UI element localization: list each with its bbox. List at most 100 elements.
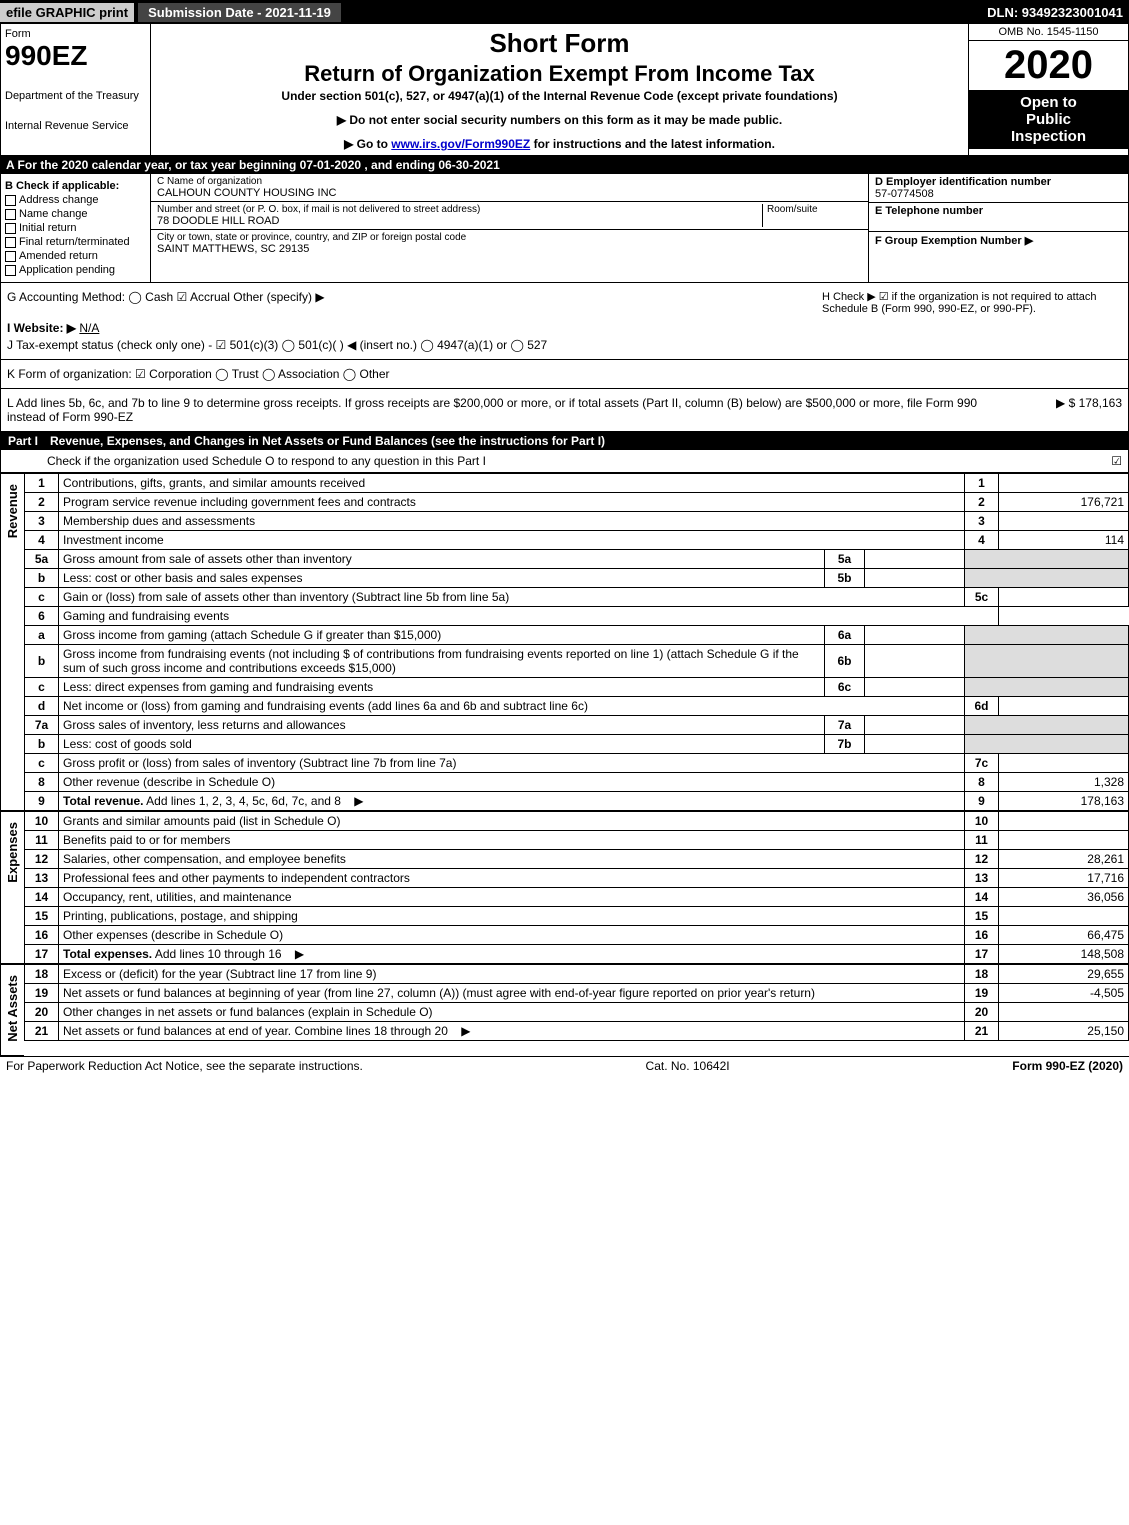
table-row: 3Membership dues and assessments3 — [25, 512, 1129, 531]
chk-amended[interactable]: Amended return — [5, 250, 146, 262]
line-desc: Membership dues and assessments — [59, 512, 965, 531]
shaded-cell — [965, 735, 1129, 754]
line-number: 5a — [25, 550, 59, 569]
amount: 28,261 — [999, 850, 1129, 869]
line-number: c — [25, 588, 59, 607]
line-number: 13 — [25, 869, 59, 888]
amount: 25,150 — [999, 1022, 1129, 1041]
expenses-section: Expenses 10Grants and similar amounts pa… — [0, 811, 1129, 964]
name-label: C Name of organization — [157, 176, 862, 187]
footer-left: For Paperwork Reduction Act Notice, see … — [6, 1059, 363, 1073]
amount — [999, 474, 1129, 493]
amount: -4,505 — [999, 984, 1129, 1003]
netassets-table: 18Excess or (deficit) for the year (Subt… — [24, 964, 1129, 1041]
table-row: 5aGross amount from sale of assets other… — [25, 550, 1129, 569]
sub-line-number: 7b — [825, 735, 865, 754]
omb-number: OMB No. 1545-1150 — [969, 24, 1128, 41]
sub-line-number: 5b — [825, 569, 865, 588]
topbar: efile GRAPHIC print Submission Date - 20… — [0, 0, 1129, 24]
table-row: 17Total expenses. Add lines 10 through 1… — [25, 945, 1129, 964]
line-number: 19 — [25, 984, 59, 1003]
table-row: bLess: cost of goods sold7b — [25, 735, 1129, 754]
table-row: 12Salaries, other compensation, and empl… — [25, 850, 1129, 869]
shaded-cell — [965, 716, 1129, 735]
line-desc: Less: cost of goods sold — [59, 735, 825, 754]
revenue-section: Revenue 1Contributions, gifts, grants, a… — [0, 473, 1129, 811]
line-desc: Gross income from gaming (attach Schedul… — [59, 626, 825, 645]
open-line1: Open to — [971, 94, 1126, 111]
line-number: 12 — [25, 850, 59, 869]
line-number: d — [25, 697, 59, 716]
right-line-number: 5c — [965, 588, 999, 607]
line-number: 1 — [25, 474, 59, 493]
table-row: 1Contributions, gifts, grants, and simil… — [25, 474, 1129, 493]
tax-period: A For the 2020 calendar year, or tax yea… — [0, 156, 1129, 174]
ein-label: D Employer identification number — [875, 176, 1122, 188]
line-desc: Gross income from fundraising events (no… — [59, 645, 825, 678]
footer-right: Form 990-EZ (2020) — [1012, 1059, 1123, 1073]
table-row: 13Professional fees and other payments t… — [25, 869, 1129, 888]
chk-address[interactable]: Address change — [5, 194, 146, 206]
website-label: I Website: ▶ — [7, 321, 76, 335]
amount: 176,721 — [999, 493, 1129, 512]
right-line-number: 12 — [965, 850, 999, 869]
line-l-block: L Add lines 5b, 6c, and 7b to line 9 to … — [0, 389, 1129, 432]
irs-link[interactable]: www.irs.gov/Form990EZ — [391, 137, 530, 151]
chk-name[interactable]: Name change — [5, 208, 146, 220]
line-number: 18 — [25, 965, 59, 984]
amount — [999, 1003, 1129, 1022]
line-number: 3 — [25, 512, 59, 531]
line-desc: Net assets or fund balances at end of ye… — [59, 1022, 965, 1041]
line-desc: Contributions, gifts, grants, and simila… — [59, 474, 965, 493]
sub-line-number: 7a — [825, 716, 865, 735]
amount: 29,655 — [999, 965, 1129, 984]
amount — [999, 831, 1129, 850]
line-desc: Other revenue (describe in Schedule O) — [59, 773, 965, 792]
sub-line-value — [865, 678, 965, 697]
ein: 57-0774508 — [875, 188, 1122, 200]
amount — [999, 812, 1129, 831]
amount: 1,328 — [999, 773, 1129, 792]
right-line-number: 7c — [965, 754, 999, 773]
efile-print-button[interactable]: efile GRAPHIC print — [0, 3, 134, 22]
header-right: OMB No. 1545-1150 2020 Open to Public In… — [968, 24, 1128, 155]
sub-line-number: 5a — [825, 550, 865, 569]
right-line-number: 13 — [965, 869, 999, 888]
amount — [999, 697, 1129, 716]
line-desc: Benefits paid to or for members — [59, 831, 965, 850]
sub-line-number: 6c — [825, 678, 865, 697]
right-line-number: 20 — [965, 1003, 999, 1022]
line-number: a — [25, 626, 59, 645]
table-row: 20Other changes in net assets or fund ba… — [25, 1003, 1129, 1022]
line-desc: Excess or (deficit) for the year (Subtra… — [59, 965, 965, 984]
line-k-block: K Form of organization: ☑ Corporation ◯ … — [0, 360, 1129, 389]
check-if-applicable: B Check if applicable: Address change Na… — [1, 174, 151, 282]
table-row: bGross income from fundraising events (n… — [25, 645, 1129, 678]
room-label: Room/suite — [767, 204, 862, 215]
line-number: c — [25, 678, 59, 697]
line-i: I Website: ▶ N/A — [7, 321, 1122, 335]
line-desc: Gaming and fundraising events — [59, 607, 999, 626]
line-number: 17 — [25, 945, 59, 964]
line-number: 6 — [25, 607, 59, 626]
line-number: b — [25, 569, 59, 588]
line-desc: Investment income — [59, 531, 965, 550]
line-k: K Form of organization: ☑ Corporation ◯ … — [7, 367, 1122, 381]
line-number: b — [25, 645, 59, 678]
dln: DLN: 93492323001041 — [981, 3, 1129, 22]
chk-final[interactable]: Final return/terminated — [5, 236, 146, 248]
revenue-side-label: Revenue — [0, 473, 24, 811]
line-desc: Occupancy, rent, utilities, and maintena… — [59, 888, 965, 907]
line-number: 20 — [25, 1003, 59, 1022]
entity-name-address: C Name of organization CALHOUN COUNTY HO… — [151, 174, 868, 282]
right-line-number: 18 — [965, 965, 999, 984]
chk-initial[interactable]: Initial return — [5, 222, 146, 234]
check-label: B Check if applicable: — [5, 180, 146, 192]
table-row: 16Other expenses (describe in Schedule O… — [25, 926, 1129, 945]
amount: 114 — [999, 531, 1129, 550]
line-h: H Check ▶ ☑ if the organization is not r… — [822, 290, 1122, 315]
chk-pending[interactable]: Application pending — [5, 264, 146, 276]
line-desc: Gross amount from sale of assets other t… — [59, 550, 825, 569]
netassets-section: Net Assets 18Excess or (deficit) for the… — [0, 964, 1129, 1056]
sub-line-value — [865, 569, 965, 588]
